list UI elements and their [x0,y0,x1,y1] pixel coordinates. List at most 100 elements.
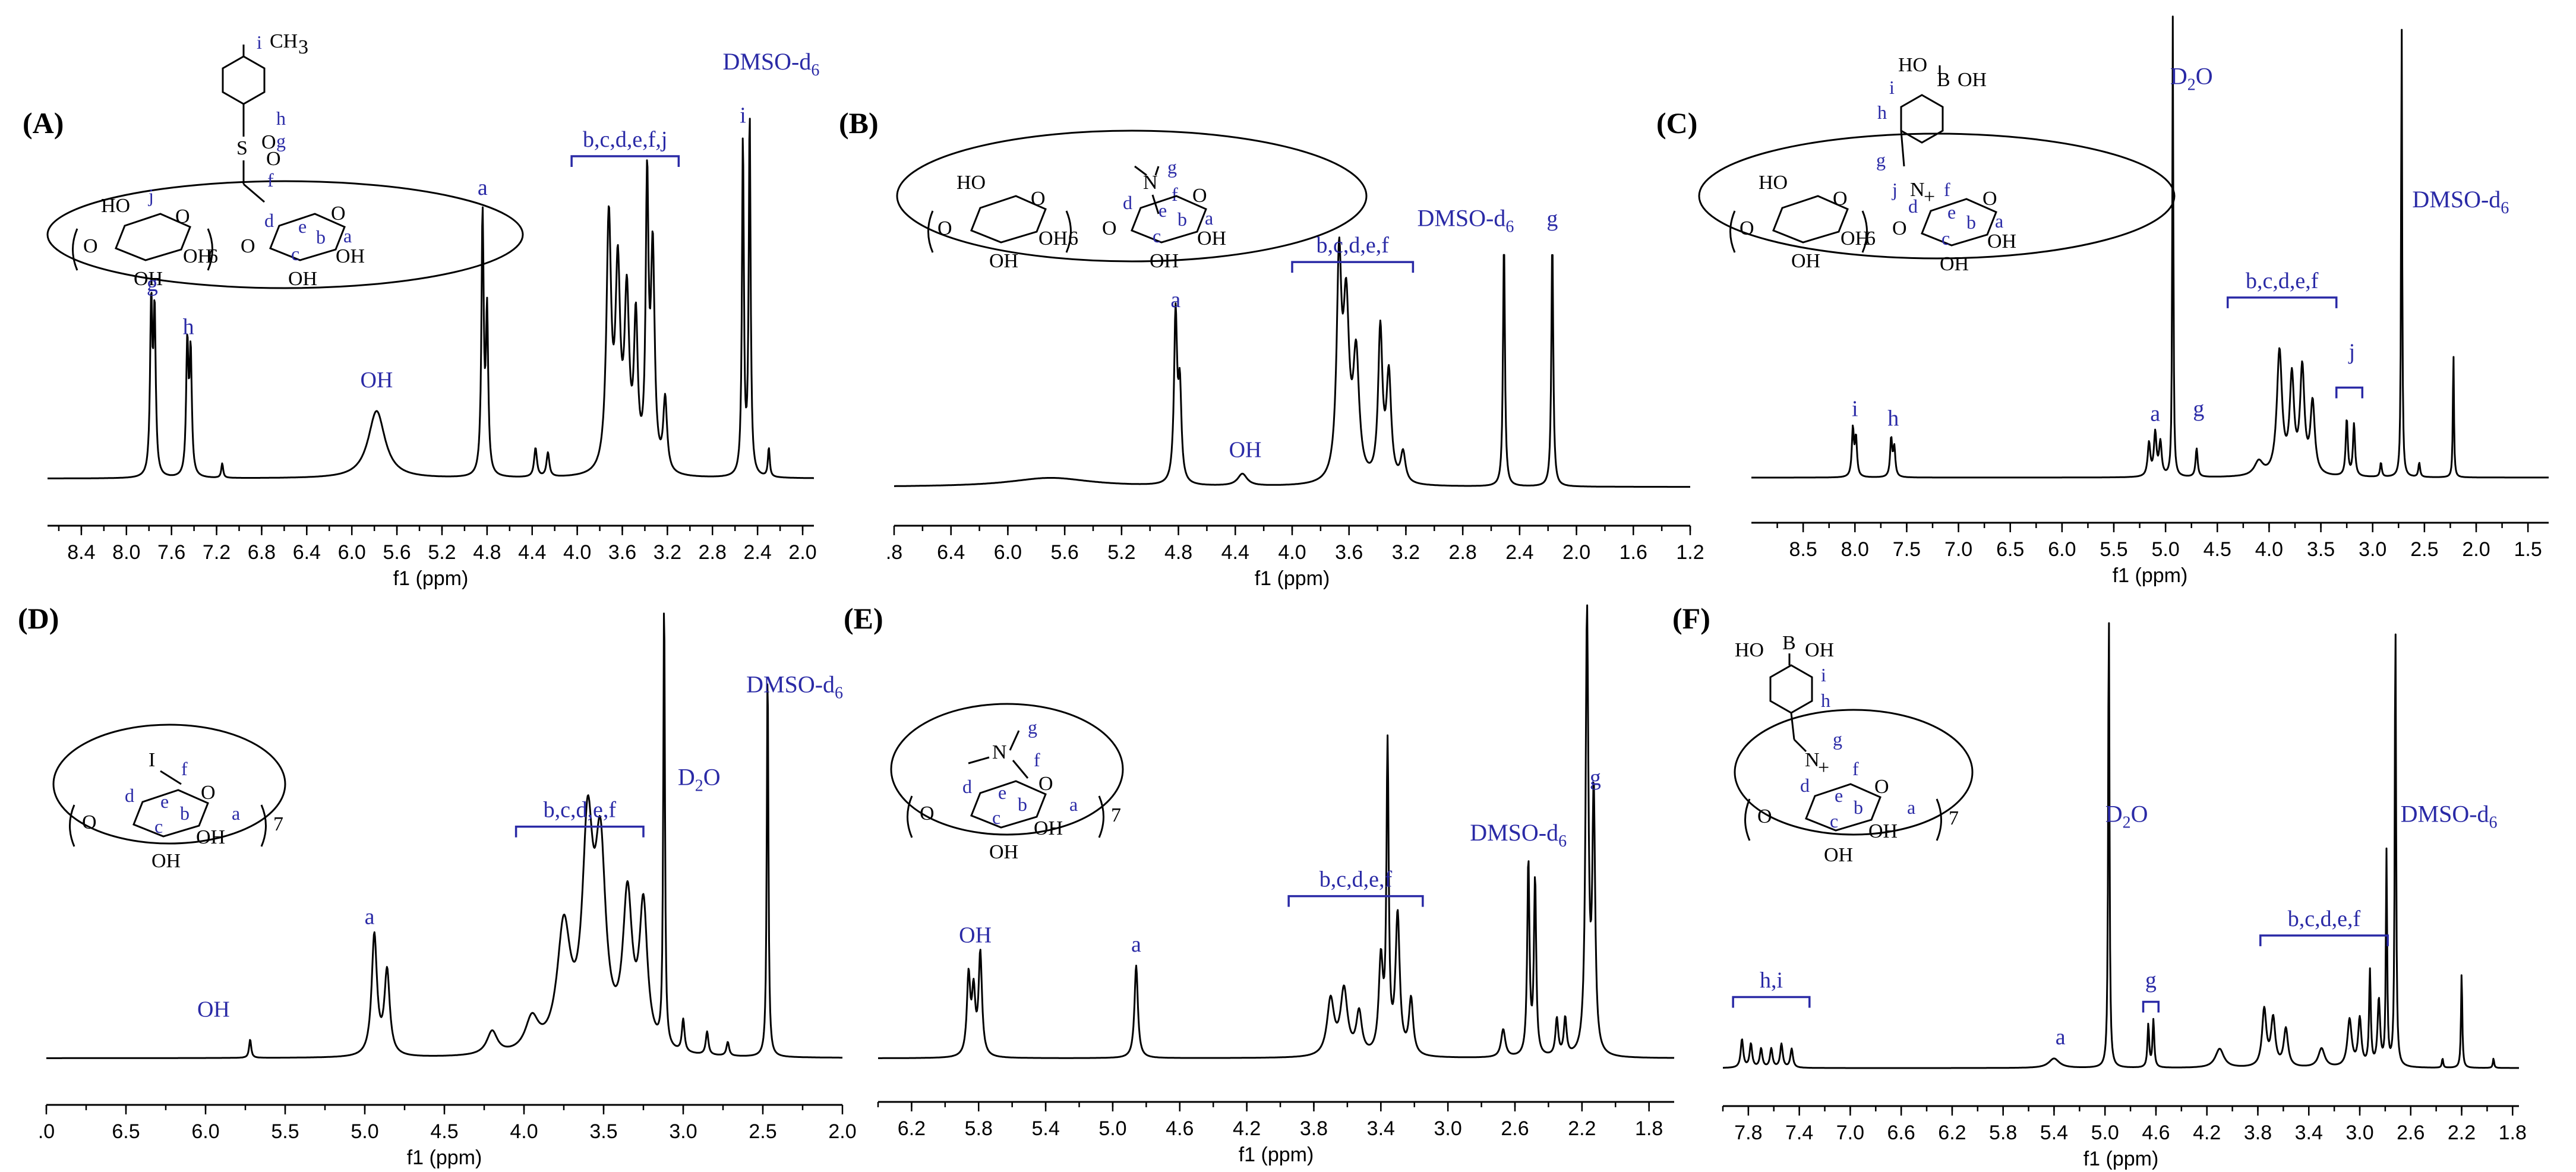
label-ring-o1: O [175,206,190,228]
panel-label-a: (A) [23,106,64,140]
x-tick-label: 8.0 [112,541,140,564]
x-tick-label: 4.8 [1164,541,1192,564]
x-tick-label: 7.4 [1785,1122,1813,1144]
label-oh3: OH [1150,250,1179,272]
x-tick-label: 5.4 [1031,1117,1059,1140]
label-link-o: O [241,235,255,257]
x-tick-label: 3.0 [1434,1117,1462,1140]
x-tick-label: 2.0 [788,541,816,564]
x-tick-label: 6.0 [994,541,1022,564]
x-tick-label: 1.8 [2499,1122,2527,1144]
structure-d: I f d e c b a O O OH OH 7 [52,724,286,872]
x-tick-label: 7.0 [1836,1122,1864,1144]
peak-label: a [1131,932,1141,957]
label-oh3: OH [288,268,317,290]
x-tick-label: 5.2 [1107,541,1135,564]
solvent-label: D2O [678,763,721,795]
x-tick-label: 3.5 [589,1120,617,1143]
x-tick-label: .0 [38,1120,55,1143]
label-e: e [1158,200,1167,221]
label-b: b [180,803,190,824]
x-tick-label: 6.2 [898,1117,926,1140]
label-ho: HO [956,172,986,194]
label-end-o: O [920,803,935,824]
label-ring-o2: O [1192,185,1207,207]
x-tick-label: 4.5 [2204,538,2231,561]
label-ho-b: HO [1735,639,1764,661]
label-repeat: 6 [1865,228,1876,249]
x-tick-label: 5.5 [271,1120,299,1143]
label-a: a [343,225,352,247]
x-tick-label: 3.0 [2359,538,2386,561]
spectrum-line [1751,15,2549,479]
solvent-label: DMSO-d6 [746,671,843,702]
label-b: b [316,226,326,248]
label-i: i [1821,664,1826,685]
label-d: d [1123,192,1132,213]
x-tick-label: 5.8 [1989,1122,2017,1144]
peak-label: a [2150,401,2160,426]
label-g: g [1167,156,1177,178]
x-tick-label: 4.0 [510,1120,538,1143]
x-tick-label: 1.6 [1620,541,1647,564]
integration-bracket [570,155,680,167]
label-ring-o: O [1874,776,1889,798]
solvent-label: DMSO-d6 [722,48,819,80]
label-c: c [154,816,163,837]
x-tick-label: 2.4 [744,541,772,564]
x-axis-title: f1 (ppm) [2113,564,2188,587]
label-ring-o1: O [1833,188,1848,210]
label-end-o: O [1740,217,1754,239]
label-oh2: OH [1034,817,1063,839]
spectrum-line [47,118,815,479]
panel-c: (C) HO B OH i h g j N + f HO O O d e c b… [1656,15,2549,587]
label-h: h [1821,690,1830,711]
x-tick-label: 1.2 [1676,541,1704,564]
label-oh2: OH [183,245,212,267]
label-oh1: OH [1791,250,1820,272]
x-tick-label: 3.6 [1335,541,1363,564]
panel-label-b: (B) [839,106,879,140]
label-g: g [1833,728,1842,750]
label-ch: CH [270,30,298,52]
label-repeat: 7 [273,813,283,835]
x-tick-label: 3.8 [2244,1122,2272,1144]
label-b: b [1018,794,1027,815]
panel-label-d: (D) [18,602,59,635]
peak-label: OH [959,923,992,948]
label-end-o: O [937,217,952,239]
label-ch-sub: 3 [298,36,308,58]
bracket-label: h,i [1760,968,1783,993]
label-d: d [1800,775,1810,796]
x-axis-title: f1 (ppm) [1239,1143,1314,1166]
solvent-label: DMSO-d6 [1417,205,1514,236]
label-a: a [1205,207,1213,229]
x-tick-label: 4.8 [473,541,501,564]
x-tick-label: 2.0 [1562,541,1590,564]
label-oh1: OH [989,841,1018,863]
label-oh4: OH [1987,230,2016,252]
bracket-label: b,c,d,e,f [2288,906,2361,931]
label-oh2: OH [196,826,225,848]
structure-c: HO B OH i h g j N + f HO O O d e c b a O… [1698,54,2176,275]
x-tick-label: 2.8 [699,541,727,564]
label-oh2: OH [1038,228,1068,249]
label-f: f [1852,758,1859,779]
x-tick-label: 2.4 [1505,541,1533,564]
label-a: a [1069,794,1078,815]
x-tick-label: 3.6 [608,541,636,564]
label-f: f [1944,179,1950,200]
label-end-o: O [1757,805,1772,827]
label-ho: HO [1759,172,1788,194]
x-tick-label: 7.0 [1944,538,1972,561]
label-b-ring: b [1854,797,1863,818]
x-tick-label: 4.0 [563,541,591,564]
label-o1: O [261,131,276,153]
x-tick-label: 4.4 [518,541,546,564]
panel-label-e: (E) [844,602,883,635]
x-tick-label: 8.5 [1789,538,1817,561]
x-tick-label: 6.6 [1887,1122,1915,1144]
bracket-label: b,c,d,e,f [2246,268,2319,293]
label-c: c [992,807,1000,828]
label-o2: O [266,148,281,170]
